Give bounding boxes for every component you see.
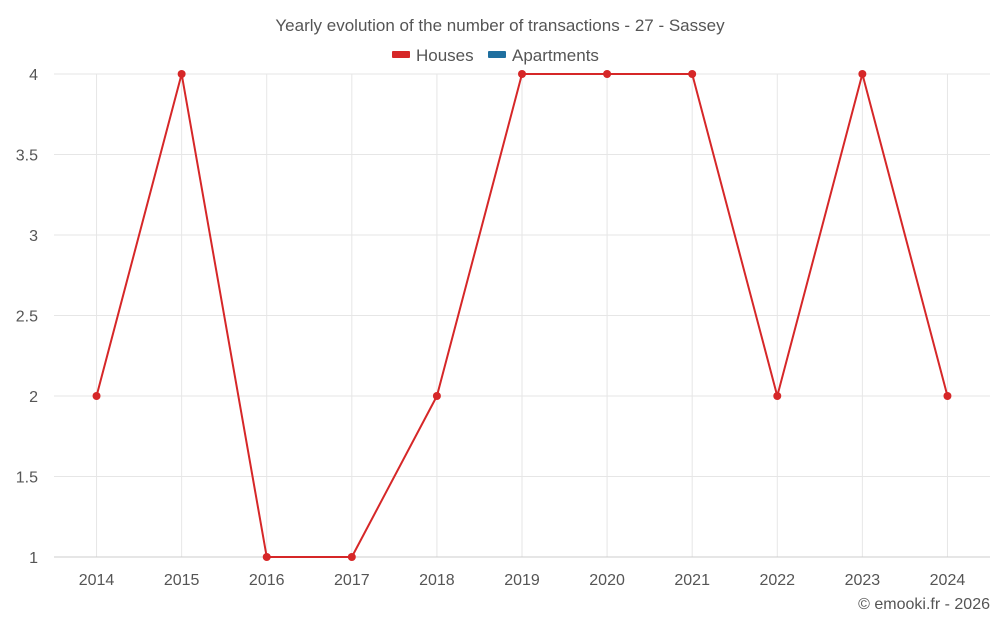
legend-item-apartments[interactable]: Apartments xyxy=(488,46,599,65)
x-tick-label: 2019 xyxy=(504,572,540,589)
data-point[interactable] xyxy=(603,70,612,78)
data-point[interactable] xyxy=(432,392,441,400)
x-tick-label: 2020 xyxy=(589,572,625,589)
legend-swatch-apartments xyxy=(488,51,506,58)
series xyxy=(92,70,952,561)
x-tick-label: 2014 xyxy=(79,572,115,589)
grid xyxy=(54,73,990,558)
data-point[interactable] xyxy=(92,392,101,400)
legend-label-houses: Houses xyxy=(416,46,474,65)
data-point[interactable] xyxy=(347,553,356,561)
y-tick-label: 3 xyxy=(29,228,38,245)
legend-swatch-houses xyxy=(392,51,410,58)
x-tick-label: 2015 xyxy=(164,572,200,589)
y-tick-label: 4 xyxy=(29,67,38,84)
data-point[interactable] xyxy=(773,392,782,400)
x-tick-label: 2016 xyxy=(249,572,285,589)
data-point[interactable] xyxy=(177,70,186,78)
x-tick-label: 2022 xyxy=(759,572,795,589)
data-point[interactable] xyxy=(518,70,526,78)
x-tick-label: 2023 xyxy=(845,572,881,589)
credit-text: © emooki.fr - 2026 xyxy=(858,596,990,613)
legend: Houses Apartments xyxy=(392,46,599,65)
y-tick-label: 2.5 xyxy=(16,309,38,326)
legend-label-apartments: Apartments xyxy=(512,46,599,65)
chart-title: Yearly evolution of the number of transa… xyxy=(275,16,725,35)
y-tick-label: 1 xyxy=(29,550,38,567)
data-point[interactable] xyxy=(688,70,697,78)
x-tick-label: 2018 xyxy=(419,572,455,589)
y-tick-label: 3.5 xyxy=(16,148,38,165)
x-tick-label: 2017 xyxy=(334,572,370,589)
data-point[interactable] xyxy=(262,553,271,561)
y-tick-label: 2 xyxy=(29,389,38,406)
x-tick-label: 2021 xyxy=(674,572,710,589)
x-tick-label: 2024 xyxy=(930,572,966,589)
legend-item-houses[interactable]: Houses xyxy=(392,46,474,65)
y-tick-label: 1.5 xyxy=(16,470,38,487)
axes: 1 1.5 2 2.5 3 3.5 4 2014 2015 2016 2017 2018 2019 202… xyxy=(16,67,990,589)
data-point[interactable] xyxy=(943,392,952,400)
data-point[interactable] xyxy=(858,70,867,78)
